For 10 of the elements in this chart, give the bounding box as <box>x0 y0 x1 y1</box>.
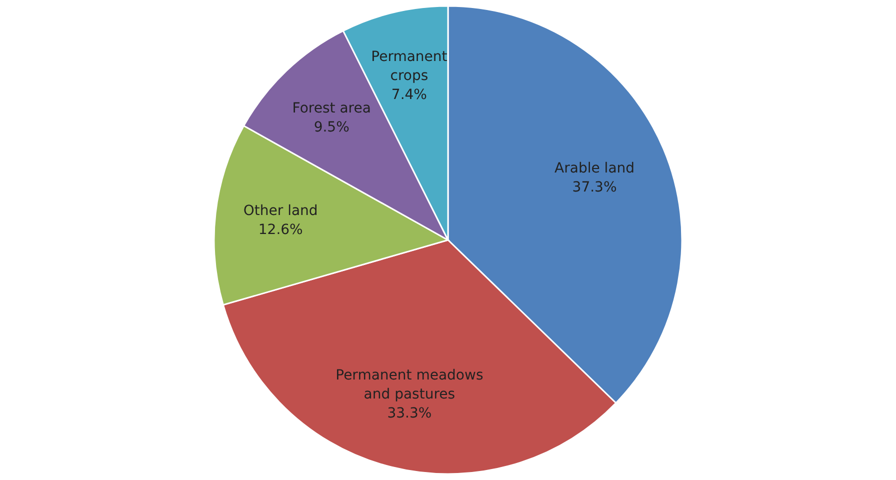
slice-label: Forest area <box>292 100 371 117</box>
slice-label: Permanent crops <box>371 48 448 84</box>
data-label: 37.3% <box>572 179 617 196</box>
slice-label: Permanent meadows and pastures <box>336 367 484 402</box>
data-label: 9.5% <box>314 120 350 136</box>
data-label: 7.4% <box>391 86 428 103</box>
data-label: 33.3% <box>387 405 432 422</box>
slice-label: Arable land <box>554 160 635 176</box>
slice-label: Other land <box>243 203 318 220</box>
data-label: 12.6% <box>258 222 303 238</box>
